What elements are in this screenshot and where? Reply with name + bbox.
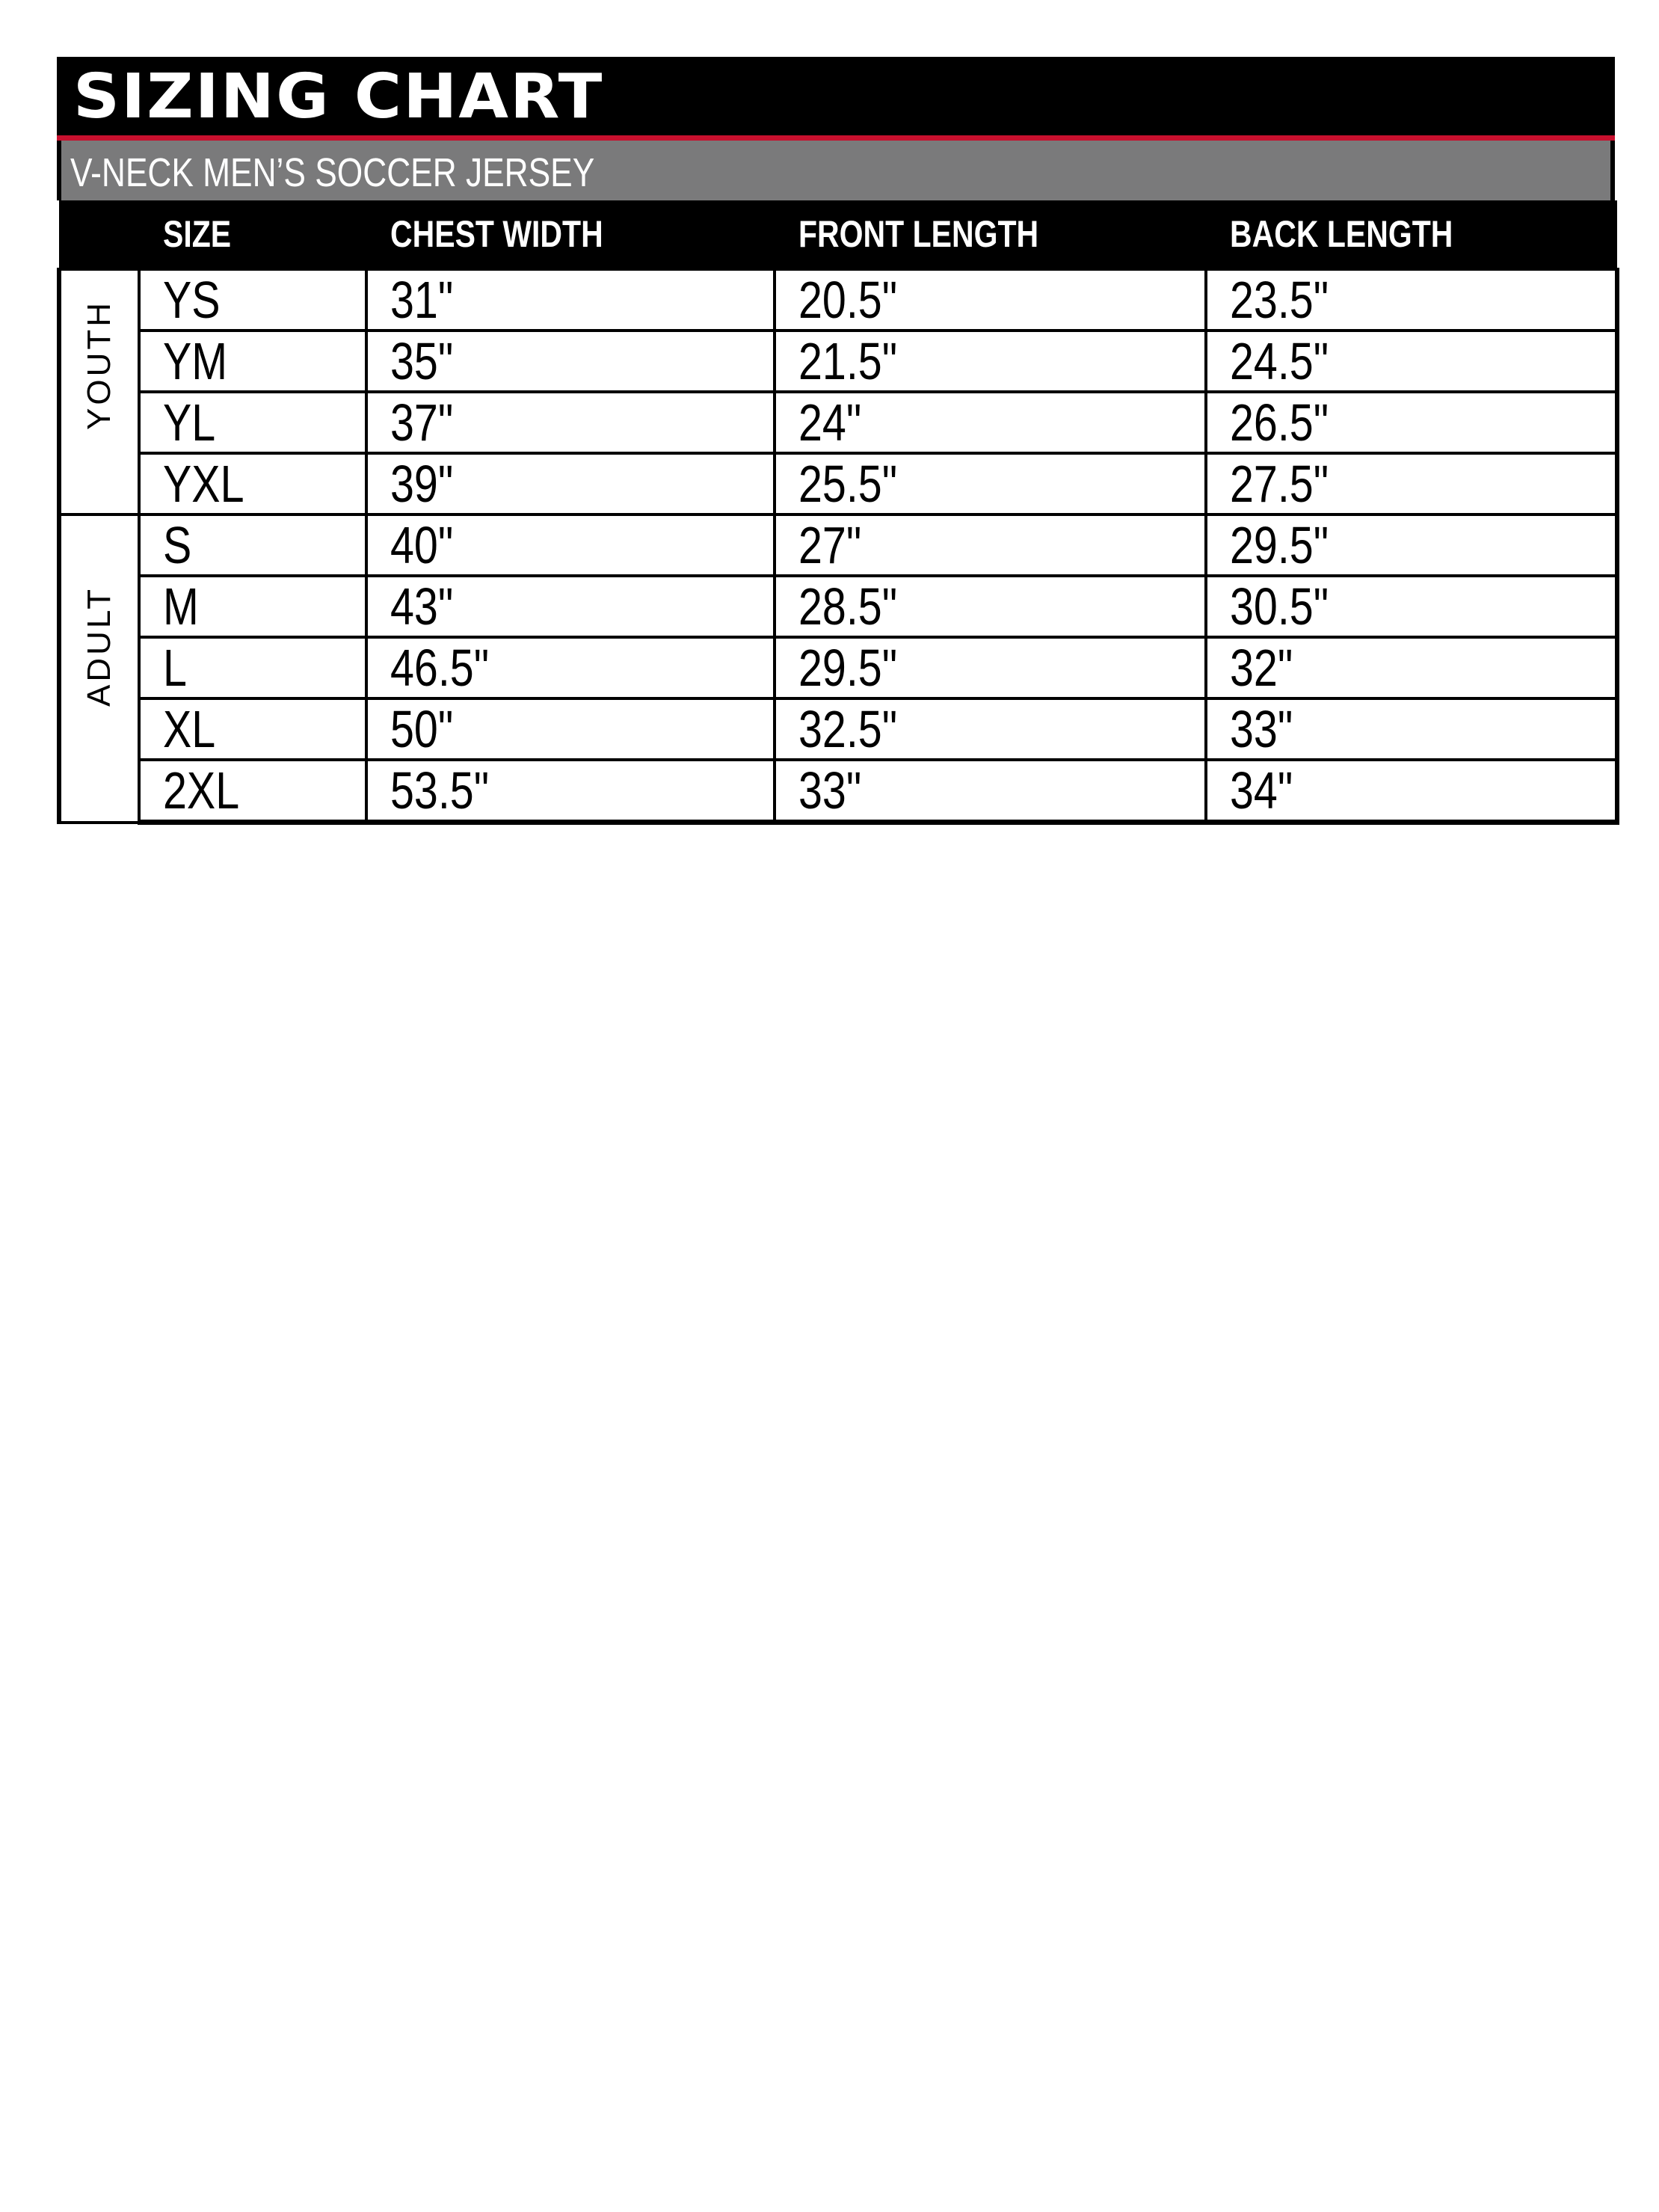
cell-chest-width: 53.5" xyxy=(365,758,776,825)
group-label: ADULT xyxy=(81,586,117,707)
cell-value: 40" xyxy=(390,516,454,574)
title-bar: SIZING CHART xyxy=(57,57,1615,135)
cell-back-length: 30.5" xyxy=(1204,574,1619,639)
cell-value: 24" xyxy=(798,393,862,452)
table-row: YM 35" 21.5" 24.5" xyxy=(59,329,1619,393)
cell-front-length: 20.5" xyxy=(773,268,1207,332)
cell-front-length: 32.5" xyxy=(773,697,1207,761)
cell-value: 31" xyxy=(390,271,454,329)
cell-value: 29.5" xyxy=(1230,516,1329,574)
cell-value: 39" xyxy=(390,455,454,513)
header-chest-width: CHEST WIDTH xyxy=(366,200,775,269)
group-label-cell: ADULT xyxy=(57,513,141,824)
cell-value: 53.5" xyxy=(390,761,490,820)
cell-back-length: 34" xyxy=(1204,758,1619,825)
cell-size: L xyxy=(138,636,368,700)
cell-value: XL xyxy=(163,700,216,758)
cell-value: 43" xyxy=(390,577,454,636)
cell-chest-width: 40" xyxy=(365,513,776,577)
cell-front-length: 33" xyxy=(773,758,1207,825)
cell-value: S xyxy=(163,516,192,574)
header-row: SIZE CHEST WIDTH FRONT LENGTH BACK LENGT… xyxy=(59,200,1617,269)
cell-front-length: 24" xyxy=(773,390,1207,455)
cell-back-length: 33" xyxy=(1204,697,1619,761)
header-size: SIZE xyxy=(139,200,366,269)
group-label-cell: YOUTH xyxy=(57,268,141,516)
cell-size: XL xyxy=(138,697,368,761)
cell-value: YS xyxy=(163,271,221,329)
cell-value: 2XL xyxy=(163,761,240,820)
table-row: 2XL 53.5" 33" 34" xyxy=(59,758,1619,825)
cell-front-length: 29.5" xyxy=(773,636,1207,700)
cell-back-length: 26.5" xyxy=(1204,390,1619,455)
cell-value: YL xyxy=(163,393,216,452)
cell-size: M xyxy=(138,574,368,639)
cell-chest-width: 31" xyxy=(365,268,776,332)
cell-back-length: 27.5" xyxy=(1204,452,1619,516)
cell-chest-width: 43" xyxy=(365,574,776,639)
cell-chest-width: 39" xyxy=(365,452,776,516)
table-row: YXL 39" 25.5" 27.5" xyxy=(59,452,1619,516)
cell-value: 21.5" xyxy=(798,332,898,390)
cell-back-length: 32" xyxy=(1204,636,1619,700)
cell-value: M xyxy=(163,577,199,636)
table-row: M 43" 28.5" 30.5" xyxy=(59,574,1619,639)
cell-value: 27.5" xyxy=(1230,455,1329,513)
cell-value: 24.5" xyxy=(1230,332,1329,390)
cell-size: YM xyxy=(138,329,368,393)
cell-front-length: 21.5" xyxy=(773,329,1207,393)
cell-value: 33" xyxy=(798,761,862,820)
cell-value: YXL xyxy=(163,455,244,513)
cell-back-length: 24.5" xyxy=(1204,329,1619,393)
header-front-length: FRONT LENGTH xyxy=(775,200,1206,269)
cell-front-length: 28.5" xyxy=(773,574,1207,639)
cell-value: 32" xyxy=(1230,639,1293,697)
cell-value: 33" xyxy=(1230,700,1293,758)
table-row: YOUTH YS 31" 20.5" 23.5" xyxy=(57,268,1619,516)
size-table: SIZE CHEST WIDTH FRONT LENGTH BACK LENGT… xyxy=(57,200,1619,825)
subtitle-bar: V-NECK MEN’S SOCCER JERSEY xyxy=(57,141,1615,200)
cell-value: 50" xyxy=(390,700,454,758)
cell-front-length: 25.5" xyxy=(773,452,1207,516)
group-label: YOUTH xyxy=(81,300,117,430)
cell-value: 46.5" xyxy=(390,639,490,697)
cell-value: 20.5" xyxy=(798,271,898,329)
cell-value: L xyxy=(163,639,187,697)
cell-value: 34" xyxy=(1230,761,1293,820)
product-subtitle: V-NECK MEN’S SOCCER JERSEY xyxy=(70,150,595,195)
cell-value: 25.5" xyxy=(798,455,898,513)
accent-divider xyxy=(57,135,1615,141)
cell-chest-width: 35" xyxy=(365,329,776,393)
cell-size: 2XL xyxy=(138,758,368,825)
cell-value: 29.5" xyxy=(798,639,898,697)
cell-size: S xyxy=(138,513,368,577)
sizing-chart: SIZING CHART V-NECK MEN’S SOCCER JERSEY … xyxy=(57,57,1619,825)
cell-back-length: 23.5" xyxy=(1204,268,1619,332)
header-back-length: BACK LENGTH xyxy=(1206,200,1617,269)
group-header xyxy=(59,200,139,269)
cell-value: YM xyxy=(163,332,228,390)
table-row: L 46.5" 29.5" 32" xyxy=(59,636,1619,700)
table-row: YL 37" 24" 26.5" xyxy=(59,390,1619,455)
cell-chest-width: 37" xyxy=(365,390,776,455)
cell-size: YL xyxy=(138,390,368,455)
cell-size: YXL xyxy=(138,452,368,516)
cell-chest-width: 46.5" xyxy=(365,636,776,700)
cell-value: 23.5" xyxy=(1230,271,1329,329)
cell-value: 30.5" xyxy=(1230,577,1329,636)
chart-title: SIZING CHART xyxy=(73,61,604,132)
cell-back-length: 29.5" xyxy=(1204,513,1619,577)
cell-value: 32.5" xyxy=(798,700,898,758)
cell-value: 35" xyxy=(390,332,454,390)
cell-value: 37" xyxy=(390,393,454,452)
cell-value: 26.5" xyxy=(1230,393,1329,452)
cell-value: 28.5" xyxy=(798,577,898,636)
cell-value: 27" xyxy=(798,516,862,574)
table-row: XL 50" 32.5" 33" xyxy=(59,697,1619,761)
cell-chest-width: 50" xyxy=(365,697,776,761)
cell-front-length: 27" xyxy=(773,513,1207,577)
table-row: ADULT S 40" 27" 29.5" xyxy=(57,513,1619,824)
cell-size: YS xyxy=(138,268,368,332)
